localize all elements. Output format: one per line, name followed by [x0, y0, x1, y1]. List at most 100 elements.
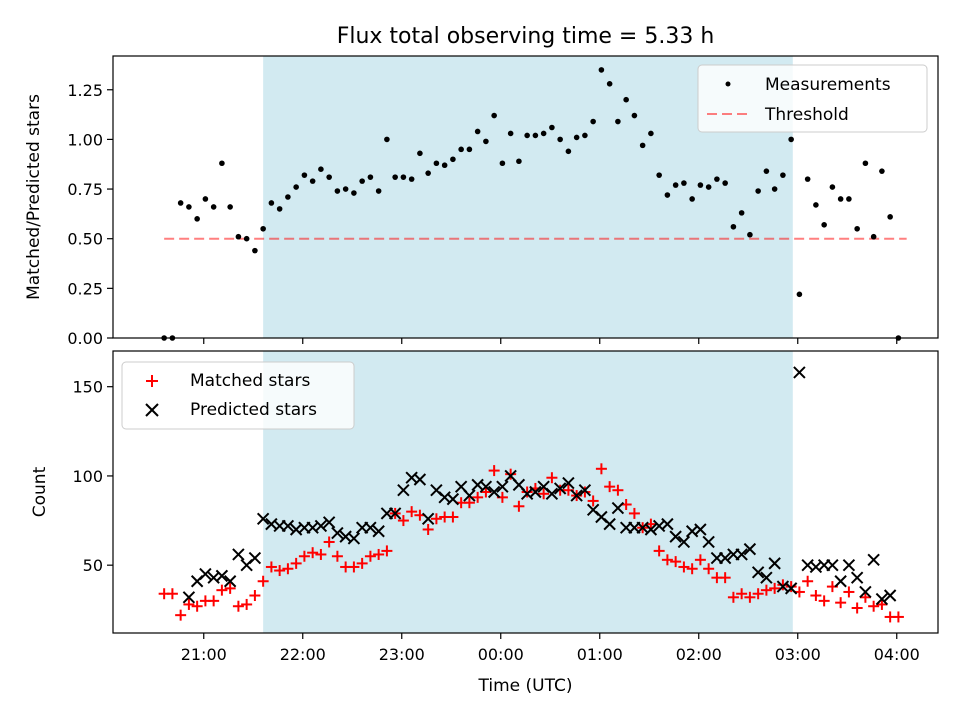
legend-threshold-label: Threshold: [764, 105, 849, 125]
measurement-point: [697, 182, 704, 188]
measurement-point: [623, 96, 629, 103]
legend-matched-marker: [146, 375, 158, 387]
predicted-star-point: [215, 569, 229, 583]
matched-star-point: [546, 472, 558, 484]
matched-star-point: [331, 550, 343, 562]
measurement-point: [681, 180, 687, 186]
measurement-point: [202, 196, 209, 202]
predicted-star-point: [702, 535, 715, 549]
measurement-point: [722, 180, 728, 186]
measurement-point: [210, 204, 217, 210]
matched-star-point: [208, 595, 220, 607]
measurement-point: [351, 190, 357, 196]
y-tick-label: 0.75: [67, 180, 103, 199]
bottom-x-ticks: 21:00 22:00 23:00 00:00 01:00 02:00 03:00 04:00: [181, 633, 920, 664]
measurement-point: [425, 170, 431, 176]
predicted-star-point: [232, 548, 245, 561]
measurement-point: [862, 160, 869, 167]
matched-star-point: [628, 507, 640, 519]
matched-star-point: [859, 591, 871, 603]
measurement-point: [466, 146, 473, 153]
predicted-star-point: [223, 575, 237, 588]
measurement-point: [359, 178, 365, 184]
predicted-star-point: [867, 553, 880, 567]
measurement-point: [747, 231, 753, 238]
measurement-point: [590, 118, 596, 125]
y-tick-label: 1.00: [67, 130, 103, 149]
predicted-star-point: [826, 558, 839, 572]
matched-stars-points: [158, 463, 904, 623]
matched-star-point: [595, 463, 607, 475]
measurement-point: [285, 194, 291, 200]
predicted-star-point: [388, 507, 402, 520]
matched-star-point: [216, 584, 228, 596]
matched-star-point: [760, 584, 772, 596]
predicted-star-point: [413, 473, 427, 486]
predicted-star-point: [883, 589, 897, 602]
predicted-star-point: [718, 551, 732, 565]
y-tick-label: 100: [72, 467, 103, 486]
x-tick-label: 01:00: [577, 645, 623, 664]
bottom-y-ticks: 50 100 150: [72, 378, 113, 575]
matched-star-point: [604, 481, 616, 493]
y-tick-label: 150: [72, 378, 103, 397]
measurement-point: [557, 136, 563, 143]
measurement-point: [796, 291, 803, 298]
measurement-point: [837, 196, 844, 202]
measurement-point: [450, 156, 456, 163]
matched-star-point: [785, 581, 797, 593]
measurement-point: [887, 214, 893, 220]
matched-star-point: [802, 575, 814, 587]
measurement-point: [780, 172, 786, 178]
predicted-star-point: [545, 487, 559, 500]
measurement-point: [598, 67, 605, 73]
measurement-point: [252, 247, 258, 254]
matched-star-point: [249, 590, 261, 602]
matched-star-point: [653, 545, 665, 557]
matched-star-point: [364, 550, 376, 562]
predicted-star-point: [677, 535, 691, 549]
matched-star-point: [670, 556, 682, 568]
matched-star-point: [191, 600, 203, 612]
predicted-star-point: [446, 492, 460, 506]
measurement-point: [532, 132, 539, 139]
matched-star-point: [282, 563, 294, 575]
matched-star-point: [298, 550, 310, 562]
matched-star-point: [166, 588, 178, 600]
legend-predicted-label: Predicted stars: [190, 400, 317, 420]
predicted-star-point: [248, 551, 262, 565]
matched-star-point: [868, 600, 880, 612]
measurement-point: [672, 182, 679, 188]
predicted-star-point: [834, 575, 847, 588]
measurement-point: [334, 188, 341, 194]
predicted-star-point: [784, 582, 798, 595]
measurement-point: [615, 118, 621, 125]
measurement-point: [301, 172, 308, 178]
matched-star-point: [727, 591, 739, 603]
measurement-point: [846, 196, 852, 202]
matched-star-point: [703, 563, 715, 575]
measurement-point: [483, 138, 489, 145]
top-y-axis-label: Matched/Predicted stars: [24, 94, 44, 300]
matched-star-point: [290, 557, 302, 569]
measurement-point: [516, 158, 522, 165]
measurement-point: [648, 130, 654, 137]
matched-star-point: [241, 598, 253, 610]
predicted-star-point: [694, 523, 707, 536]
predicted-star-point: [182, 591, 196, 604]
legend-predicted-marker: [145, 403, 159, 417]
matched-star-point: [587, 495, 599, 507]
matched-star-point: [818, 595, 830, 607]
measurement-point: [326, 174, 332, 180]
matched-star-point: [323, 536, 335, 548]
matched-star-point: [274, 565, 286, 577]
predicted-star-point: [611, 501, 625, 515]
measurement-point: [392, 174, 398, 180]
matched-star-point: [678, 561, 690, 573]
matched-star-point: [232, 600, 244, 612]
x-axis-label: Time (UTC): [478, 676, 573, 696]
measurement-point: [342, 186, 349, 192]
predicted-star-point: [372, 525, 385, 538]
measurement-point: [755, 188, 761, 194]
